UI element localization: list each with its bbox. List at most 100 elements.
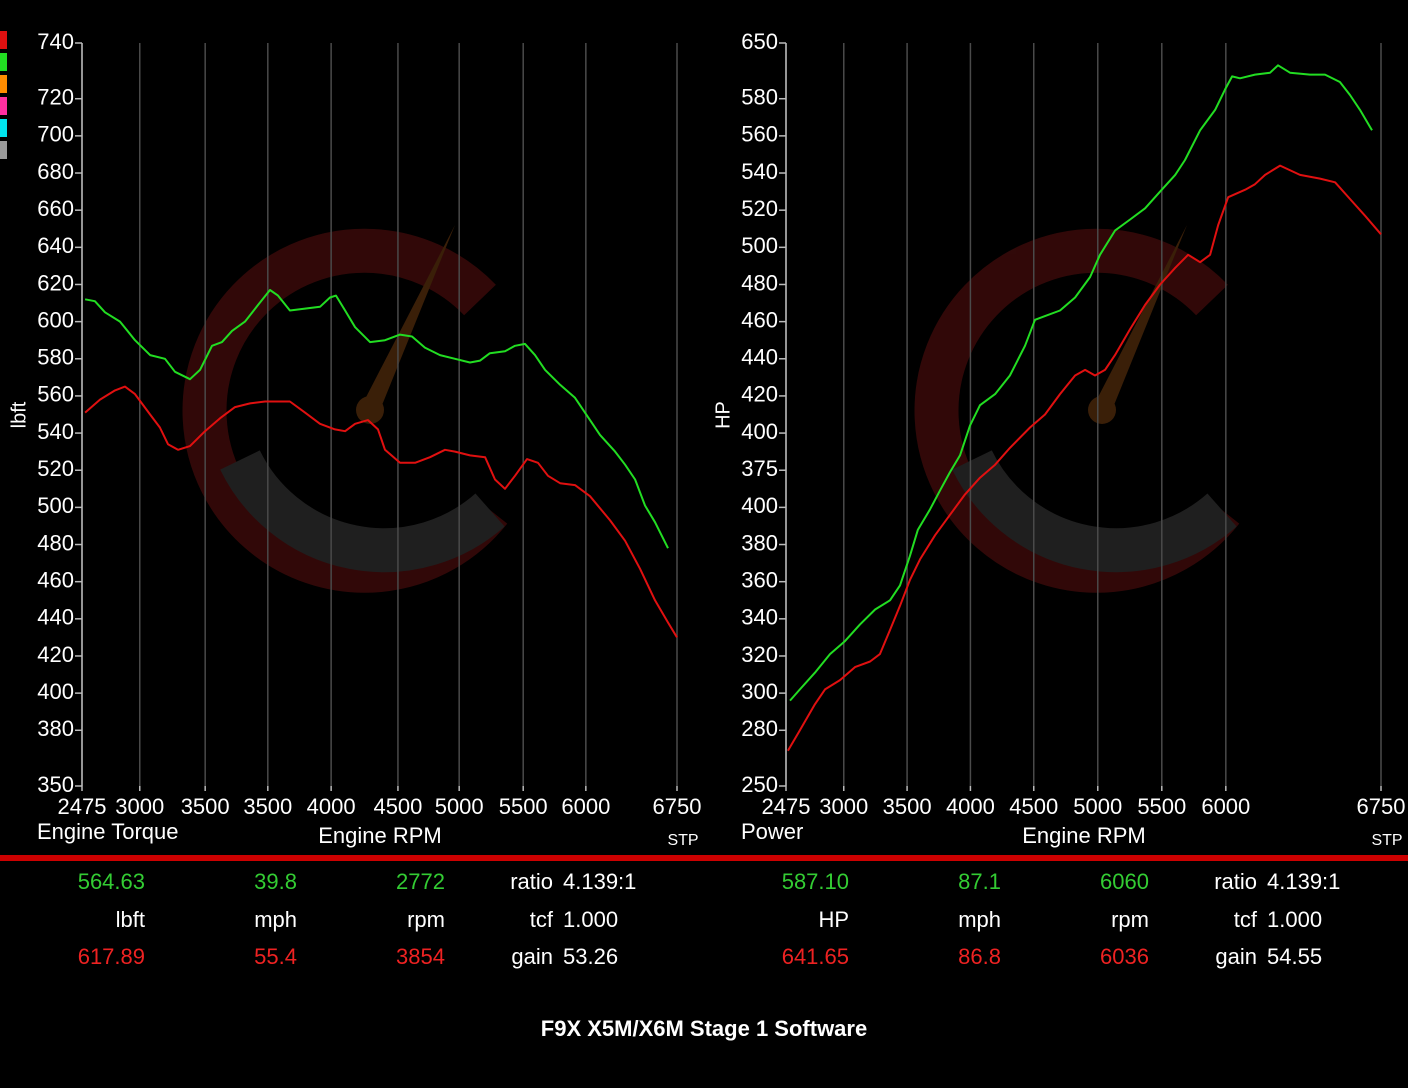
y-tick-label: 440 [741, 345, 778, 370]
annotation: STP [1371, 832, 1402, 849]
data-line [84, 385, 678, 638]
separator [0, 855, 1408, 861]
y-tick-label: 540 [37, 419, 74, 444]
readout-label: gain [1215, 944, 1257, 969]
y-axis-label: lbft [8, 401, 30, 428]
readout-value: 641.65 [782, 944, 849, 969]
readout-setting: 4.139:1 [1267, 869, 1340, 894]
readout-label: ratio [1214, 869, 1257, 894]
y-tick-label: 400 [37, 679, 74, 704]
y-tick-label: 500 [37, 493, 74, 518]
watermark [182, 225, 1240, 593]
y-tick-label: 580 [37, 345, 74, 370]
readout-setting: 54.55 [1267, 944, 1322, 969]
y-tick-label: 650 [741, 29, 778, 54]
x-axis-label: Engine RPM [1022, 823, 1146, 848]
y-tick-label: 560 [37, 382, 74, 407]
y-tick-label: 320 [741, 642, 778, 667]
x-tick-label: 3500 [883, 794, 932, 819]
x-tick-label: 4500 [1009, 794, 1058, 819]
y-tick-label: 440 [37, 605, 74, 630]
y-tick-label: 460 [37, 567, 74, 592]
x-tick-label: 3000 [819, 794, 868, 819]
readout-label: gain [511, 944, 553, 969]
y-tick-label: 500 [741, 233, 778, 258]
x-tick-label: 6000 [561, 794, 610, 819]
y-tick-label: 460 [741, 307, 778, 332]
readout-label: tcf [530, 907, 554, 932]
data-line [787, 164, 1382, 752]
watermark-needle [1094, 225, 1187, 415]
x-tick-label: 5500 [499, 794, 548, 819]
y-tick-label: 400 [741, 419, 778, 444]
y-tick-label: 380 [741, 530, 778, 555]
chart-title: Power [741, 819, 803, 844]
x-tick-label: 4000 [946, 794, 995, 819]
y-tick-label: 520 [37, 456, 74, 481]
readout-value: 86.8 [958, 944, 1001, 969]
y-tick-label: 300 [741, 679, 778, 704]
y-tick-label: 375 [741, 456, 778, 481]
chart-title: Engine Torque [37, 819, 179, 844]
y-tick-label: 360 [741, 567, 778, 592]
x-tick-label: 3000 [115, 794, 164, 819]
readout-value: 564.63 [78, 869, 145, 894]
y-tick-label: 400 [741, 493, 778, 518]
readout-label: ratio [510, 869, 553, 894]
watermark-needle [362, 225, 455, 415]
x-tick-label: 2475 [58, 794, 107, 819]
watermark-arc [220, 450, 505, 573]
x-tick-label: 6750 [1357, 794, 1406, 819]
y-tick-label: 350 [37, 772, 74, 797]
data-line [789, 64, 1373, 702]
watermark-arc [952, 450, 1237, 573]
y-axis-label: HP [712, 401, 734, 429]
readout-value: 3854 [396, 944, 445, 969]
x-tick-label: 4500 [373, 794, 422, 819]
y-tick-label: 640 [37, 233, 74, 258]
watermark-hub [1088, 396, 1116, 424]
x-tick-label: 6750 [653, 794, 702, 819]
readout-setting: 1.000 [1267, 907, 1322, 932]
y-tick-label: 480 [37, 530, 74, 555]
readout-value: 2772 [396, 869, 445, 894]
y-tick-label: 380 [37, 716, 74, 741]
x-tick-label: 2475 [762, 794, 811, 819]
y-tick-label: 420 [37, 642, 74, 667]
y-tick-label: 620 [37, 270, 74, 295]
y-tick-label: 250 [741, 772, 778, 797]
legend-swatch [0, 141, 7, 159]
legend-swatch [0, 31, 7, 49]
readout-setting: 4.139:1 [563, 869, 636, 894]
y-tick-label: 480 [741, 270, 778, 295]
legend-swatch [0, 97, 7, 115]
footer-title: F9X X5M/X6M Stage 1 Software [541, 1016, 867, 1041]
x-tick-label: 5500 [1137, 794, 1186, 819]
readout-value: mph [254, 907, 297, 932]
readout-value: mph [958, 907, 1001, 932]
readout-value: 617.89 [78, 944, 145, 969]
readout-value: rpm [407, 907, 445, 932]
readout-value: HP [818, 907, 849, 932]
readout-label: tcf [1234, 907, 1258, 932]
readout-value: 39.8 [254, 869, 297, 894]
readout-setting: 53.26 [563, 944, 618, 969]
y-tick-label: 540 [741, 159, 778, 184]
readout-value: 6060 [1100, 869, 1149, 894]
y-tick-label: 740 [37, 29, 74, 54]
legend-swatch [0, 53, 7, 71]
x-axis-label: Engine RPM [318, 823, 442, 848]
readout-value: 87.1 [958, 869, 1001, 894]
readout-value: rpm [1111, 907, 1149, 932]
x-tick-label: 5000 [435, 794, 484, 819]
y-tick-label: 280 [741, 716, 778, 741]
y-tick-label: 600 [37, 307, 74, 332]
annotation: STP [667, 832, 698, 849]
readout-value: 6036 [1100, 944, 1149, 969]
legend-swatch [0, 75, 7, 93]
x-tick-label: 3500 [181, 794, 230, 819]
x-tick-label: 4000 [307, 794, 356, 819]
y-tick-label: 700 [37, 122, 74, 147]
